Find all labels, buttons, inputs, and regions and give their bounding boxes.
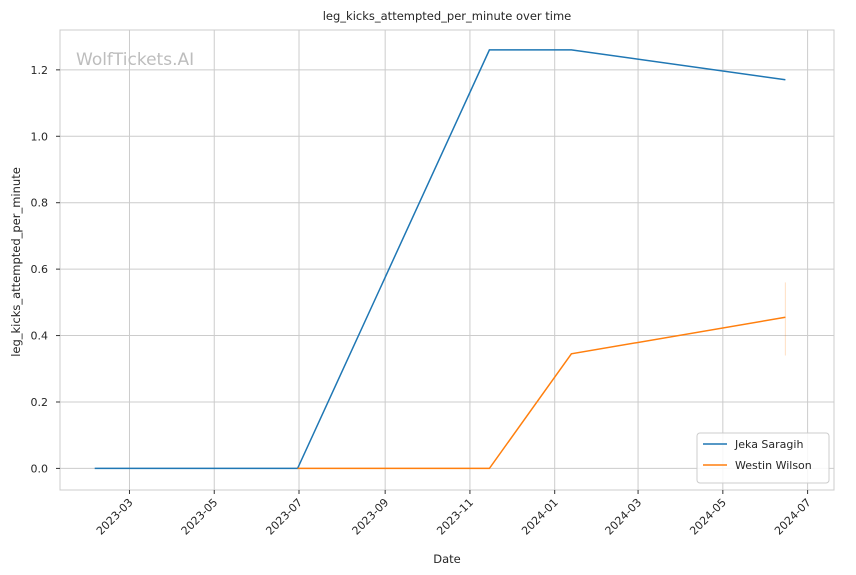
- x-axis-title: Date: [433, 552, 461, 566]
- plot-frame: [59, 29, 835, 491]
- series-line-2: [297, 316, 786, 470]
- grid-lines: [60, 30, 834, 490]
- x-tick-label: 2024-07: [772, 496, 814, 538]
- y-tick-label: 0.0: [31, 462, 49, 475]
- x-tick-label: 2023-11: [434, 496, 476, 538]
- x-tick-label: 2023-09: [350, 496, 392, 538]
- x-tick-label: 2023-03: [94, 496, 136, 538]
- y-tick-label: 0.6: [31, 263, 49, 276]
- series-layer: [94, 49, 786, 470]
- series-line-1: [94, 49, 786, 470]
- x-tick-label: 2023-05: [179, 496, 221, 538]
- legend-label-1: Jeka Saragih: [734, 438, 803, 451]
- y-tick-label: 1.2: [31, 64, 49, 77]
- y-tick-label: 0.8: [31, 197, 49, 210]
- y-tick-label: 0.4: [31, 330, 49, 343]
- legend-box: [696, 432, 830, 484]
- x-axis-ticks: 2023-03 2023-05 2023-07 2023-09 2023-11 2024-…: [94, 490, 814, 538]
- x-tick-label: 2024-01: [519, 496, 561, 538]
- chart-title: leg_kicks_attempted_per_minute over time: [323, 9, 572, 23]
- watermark: WolfTickets.AI: [76, 50, 194, 70]
- legend: Jeka Saragih Westin Wilson: [696, 432, 830, 484]
- x-tick-label: 2023-07: [263, 496, 305, 538]
- y-tick-label: 1.0: [31, 130, 49, 143]
- y-axis-title: leg_kicks_attempted_per_minute: [9, 167, 23, 357]
- y-axis-ticks: 0.0 0.2 0.4 0.6 0.8 1.0 1.2: [31, 64, 60, 475]
- y-tick-label: 0.2: [31, 396, 49, 409]
- x-tick-label: 2024-03: [602, 496, 644, 538]
- legend-label-2: Westin Wilson: [735, 459, 812, 472]
- x-tick-label: 2024-05: [687, 496, 729, 538]
- plot-border: [59, 29, 835, 491]
